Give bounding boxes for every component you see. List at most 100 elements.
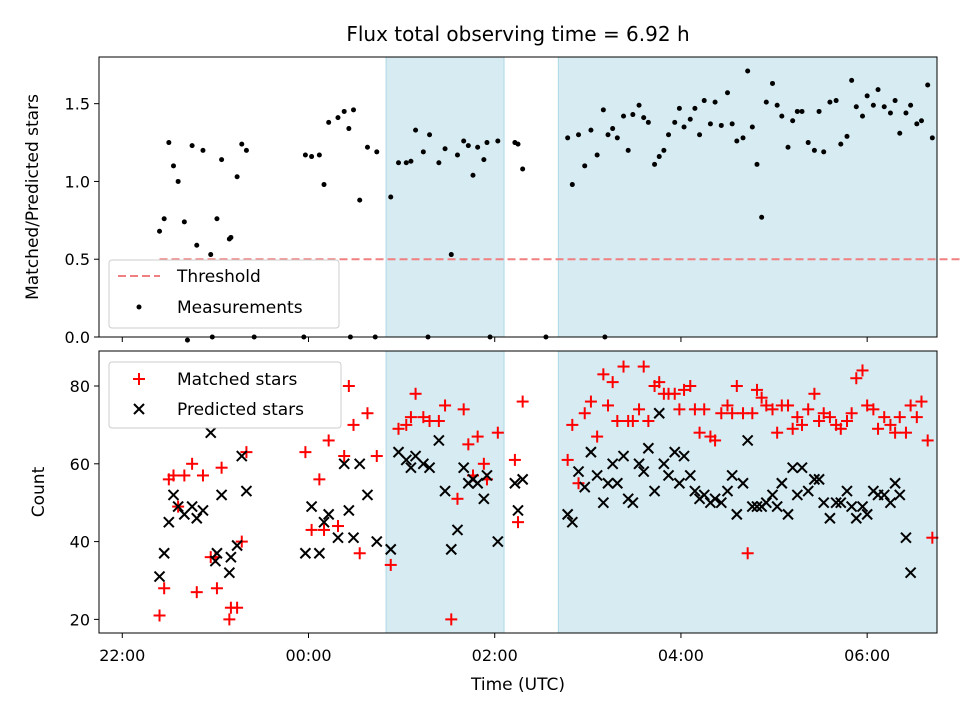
matched-star-marker bbox=[561, 453, 574, 466]
measurement-point bbox=[495, 138, 501, 144]
predicted-star-marker bbox=[481, 469, 493, 482]
measurement-point bbox=[413, 127, 419, 133]
predicted-star-marker bbox=[512, 504, 524, 517]
matched-star-marker bbox=[637, 360, 650, 373]
predicted-star-marker bbox=[471, 477, 484, 489]
predicted-star-marker bbox=[633, 458, 645, 470]
matched-star-marker bbox=[813, 415, 826, 428]
predicted-star-marker bbox=[223, 567, 236, 579]
matched-star-marker bbox=[190, 586, 203, 599]
legend-threshold-label: Threshold bbox=[176, 267, 261, 287]
measurement-point bbox=[656, 154, 662, 160]
measurement-point bbox=[576, 132, 582, 138]
predicted-star-marker bbox=[861, 508, 873, 521]
matched-star-marker bbox=[878, 411, 891, 424]
predicted-star-marker bbox=[786, 461, 799, 474]
predicted-star-marker bbox=[648, 485, 661, 497]
bottom-ytick-label: 80 bbox=[70, 377, 90, 396]
matched-star-marker bbox=[353, 547, 366, 560]
measurement-point bbox=[357, 197, 363, 203]
measurement-point bbox=[208, 252, 214, 258]
measurement-point bbox=[641, 115, 647, 121]
matched-star-marker bbox=[606, 376, 619, 389]
measurement-point bbox=[849, 77, 855, 83]
top-axes-frame bbox=[98, 56, 938, 338]
measurement-point bbox=[448, 252, 454, 258]
predicted-star-marker bbox=[602, 477, 614, 489]
measurement-point bbox=[219, 157, 225, 163]
matched-star-marker bbox=[750, 383, 763, 396]
measurement-point bbox=[661, 147, 667, 153]
measurement-point bbox=[161, 216, 167, 222]
measurement-point bbox=[239, 141, 245, 147]
measurement-point bbox=[565, 135, 571, 141]
legend-matched-label: Matched stars bbox=[177, 370, 297, 390]
matched-star-marker bbox=[668, 387, 681, 400]
predicted-star-marker bbox=[741, 434, 754, 447]
matched-star-marker bbox=[746, 407, 759, 420]
predicted-star-marker bbox=[751, 500, 763, 513]
matched-star-marker bbox=[904, 399, 917, 412]
matched-star-marker bbox=[802, 403, 815, 416]
measurement-point bbox=[759, 214, 765, 220]
bottom-legend: Matched stars Predicted stars bbox=[108, 361, 342, 429]
matched-star-marker bbox=[856, 364, 869, 377]
measurement-point bbox=[712, 99, 718, 105]
measurement-point bbox=[302, 152, 308, 158]
bottom-axes-frame bbox=[98, 350, 938, 634]
measurement-point bbox=[707, 121, 713, 127]
measurement-point bbox=[790, 118, 796, 124]
predicted-star-marker bbox=[405, 461, 417, 474]
predicted-star-marker bbox=[746, 500, 759, 513]
predicted-star-marker bbox=[236, 450, 248, 462]
measurement-point bbox=[925, 82, 931, 88]
predicted-star-marker bbox=[884, 496, 897, 509]
measurement-point bbox=[175, 178, 181, 184]
measurement-point bbox=[335, 115, 341, 121]
predicted-star-marker bbox=[715, 496, 727, 509]
matched-star-marker bbox=[899, 426, 912, 439]
bottom-ytick-label: 40 bbox=[70, 533, 90, 552]
matched-star-marker bbox=[926, 531, 939, 544]
matched-star-marker bbox=[850, 372, 863, 385]
matched-star-marker bbox=[834, 422, 847, 435]
measurement-point bbox=[676, 105, 682, 111]
measurement-point bbox=[908, 102, 914, 108]
predicted-star-marker bbox=[642, 442, 655, 454]
measurement-point bbox=[745, 68, 751, 74]
measurement-point bbox=[687, 116, 693, 122]
chart-title: Flux total observing time = 6.92 h bbox=[346, 22, 689, 46]
matched-star-marker bbox=[566, 418, 579, 431]
predicted-star-marker bbox=[585, 446, 597, 458]
bottom-panel: 20 40 60 80 22:00 00:00 02:00 04:00 06:00 Count… bbox=[29, 350, 939, 695]
predicted-star-marker bbox=[591, 469, 603, 482]
matched-star-marker bbox=[808, 387, 821, 400]
predicted-star-marker bbox=[492, 535, 504, 548]
predicted-star-marker bbox=[205, 426, 217, 439]
matched-star-marker bbox=[210, 582, 223, 595]
matched-star-marker bbox=[840, 415, 853, 428]
measurement-point bbox=[827, 99, 833, 105]
measurement-point bbox=[309, 154, 315, 160]
measurement-point bbox=[718, 122, 724, 128]
matched-star-marker bbox=[384, 558, 397, 571]
matched-star-marker bbox=[823, 411, 836, 424]
predicted-star-marker bbox=[673, 477, 686, 489]
matched-star-marker bbox=[872, 422, 885, 435]
bottom-ylabel: Count bbox=[29, 466, 49, 517]
measurement-point bbox=[692, 105, 698, 111]
matched-star-marker bbox=[347, 418, 360, 431]
matched-star-marker bbox=[231, 601, 244, 614]
predicted-star-marker bbox=[400, 454, 412, 466]
matched-star-marker bbox=[730, 380, 743, 393]
measurement-point bbox=[470, 172, 476, 178]
matched-star-marker bbox=[889, 426, 902, 439]
measurement-point bbox=[166, 140, 172, 146]
predicted-star-marker bbox=[878, 489, 890, 501]
predicted-star-marker bbox=[445, 543, 457, 556]
matched-star-marker bbox=[313, 473, 326, 486]
measurement-point bbox=[189, 143, 195, 149]
measurement-point bbox=[892, 98, 898, 104]
measurement-point bbox=[870, 102, 876, 108]
measurement-point bbox=[420, 149, 426, 155]
